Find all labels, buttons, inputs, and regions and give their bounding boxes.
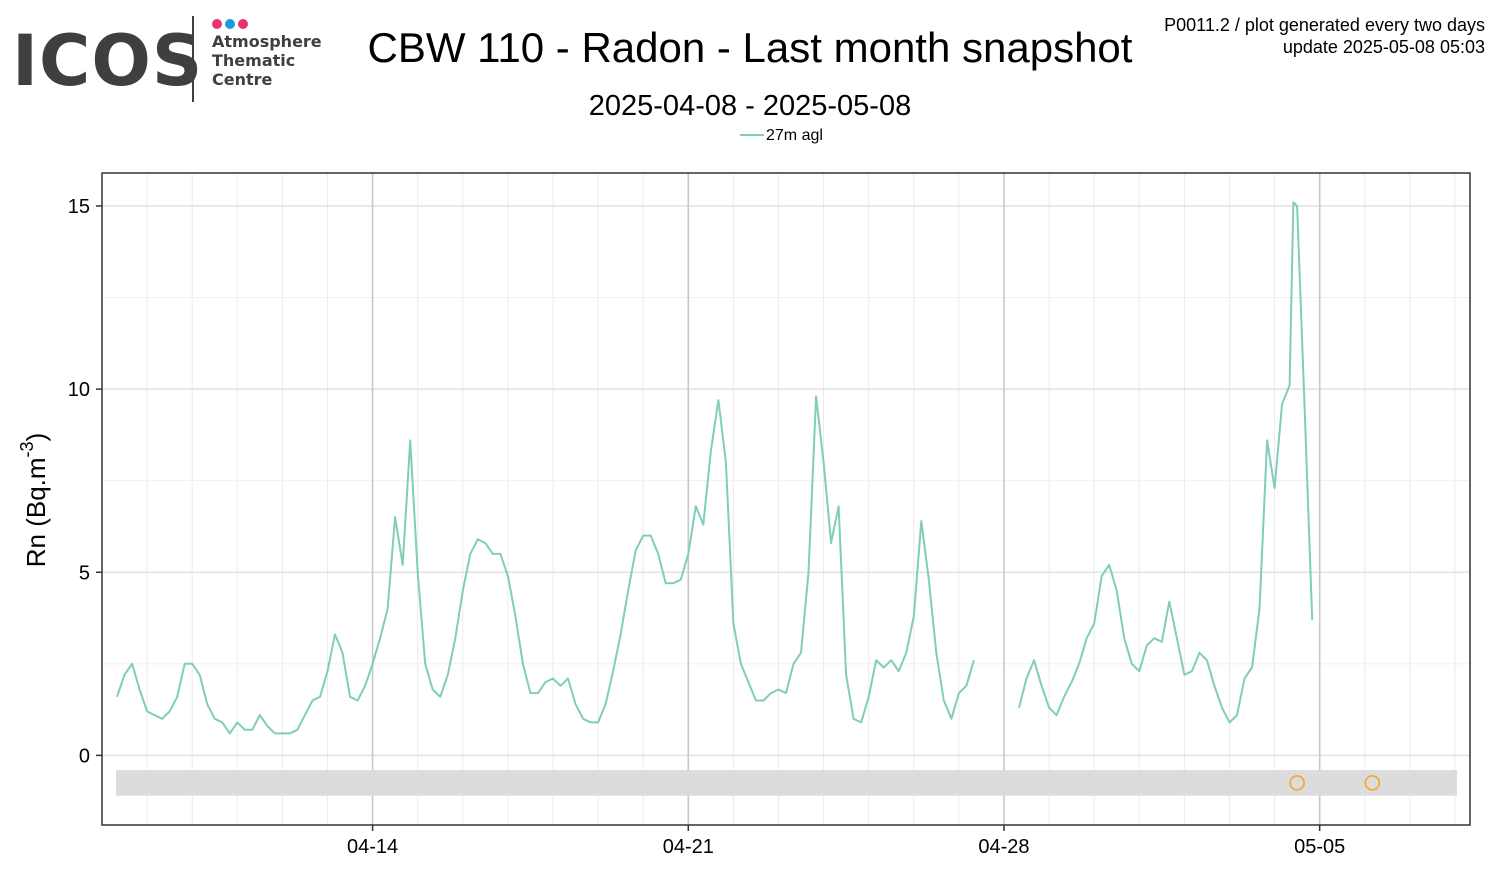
chart-legend: 27m agl — [740, 126, 823, 146]
legend-swatch — [740, 133, 764, 136]
flag-markers-group — [1289, 775, 1381, 791]
flag-band — [116, 770, 1457, 796]
logo-dot — [238, 19, 248, 29]
logo-line-3: Centre — [212, 70, 273, 89]
y-tick-label: 10 — [68, 379, 90, 401]
grid-major — [102, 173, 1470, 825]
x-tick-label: 04-14 — [347, 836, 398, 858]
y-tick-label: 0 — [79, 745, 90, 767]
y-axis-ticks: 0 5 10 15 — [68, 196, 102, 767]
x-tick-label: 04-21 — [663, 836, 714, 858]
series-line-27m-agl — [116, 395, 975, 735]
y-axis-label: Rn (Bq.m-3) — [17, 433, 51, 568]
y-tick-label: 15 — [68, 196, 90, 218]
legend-label: 27m agl — [766, 127, 823, 144]
plot-meta: P0011.2 / plot generated every two days … — [1164, 14, 1485, 58]
logo-divider — [192, 16, 194, 102]
series-line-27m-agl — [1018, 201, 1314, 724]
chart-subtitle: 2025-04-08 - 2025-05-08 — [588, 90, 912, 122]
icos-logo: ICOS Atmosphere Thematic Centre — [10, 12, 330, 107]
chart-title: CBW 110 - Radon - Last month snapshot — [0, 24, 1500, 72]
x-tick-label: 05-05 — [1294, 836, 1345, 858]
x-axis-ticks: 04-14 04-21 04-28 05-05 — [347, 825, 1345, 858]
series-group — [116, 201, 1314, 735]
plot-meta-line-2: update 2025-05-08 05:03 — [1282, 37, 1485, 57]
logo-dot — [225, 19, 235, 29]
logo-wordmark: ICOS — [12, 20, 204, 102]
x-tick-label: 04-28 — [978, 836, 1029, 858]
y-tick-label: 5 — [79, 562, 90, 584]
logo-line-1: Atmosphere — [212, 32, 322, 51]
logo-dots — [212, 16, 251, 34]
flag-band-group — [116, 770, 1457, 796]
plot-frame — [101, 172, 1471, 826]
plot-meta-line-1: P0011.2 / plot generated every two days — [1164, 15, 1485, 35]
chart-title-text: CBW 110 - Radon - Last month snapshot — [367, 24, 1133, 71]
flag-marker — [1364, 775, 1381, 791]
logo-line-2: Thematic — [212, 51, 296, 70]
logo-text: Atmosphere Thematic Centre — [212, 32, 322, 89]
logo-dot — [212, 19, 222, 29]
flag-marker — [1289, 775, 1305, 791]
